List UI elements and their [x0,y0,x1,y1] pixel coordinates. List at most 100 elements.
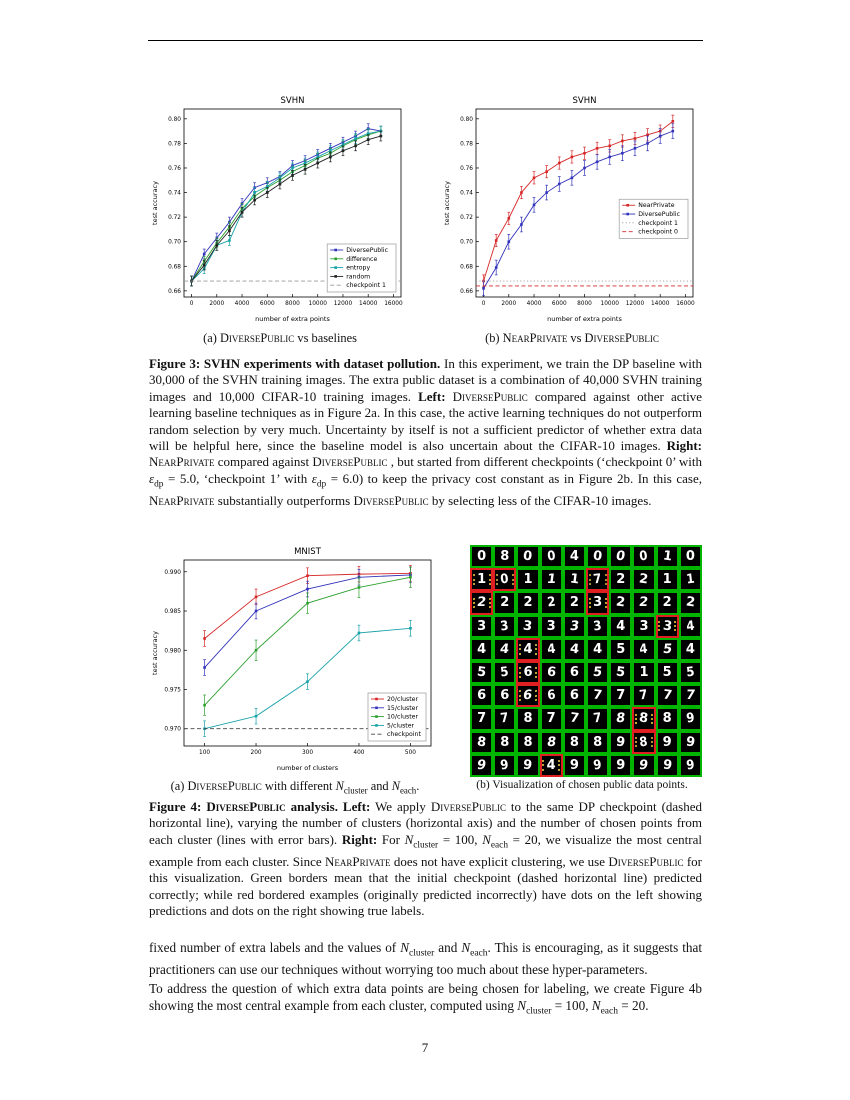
svg-text:8000: 8000 [577,301,592,307]
svg-text:0: 0 [190,301,194,307]
figure4: MNIST 100 200 300 400 500 0.970 0.975 0.980 0.985… [150,543,702,777]
digit-cell: 7 [678,684,702,708]
digit-cell: 3 [632,614,656,638]
digit-cell: 9 [655,753,679,777]
svg-text:8000: 8000 [285,301,300,307]
svg-text:0.80: 0.80 [460,117,473,123]
digit-cell: 4 [586,637,610,661]
digit-cell: 6 [470,684,494,708]
svg-text:0.78: 0.78 [460,141,473,147]
digit-cell: 6 [539,684,563,708]
svg-text:checkpoint 1: checkpoint 1 [638,220,678,227]
svg-text:16000: 16000 [676,301,695,307]
svg-text:0.975: 0.975 [164,687,181,693]
digit-cell: 6 [516,684,540,708]
digit-cell: 0 [493,568,517,592]
figure3-caption: Figure 3: SVHN experiments with dataset … [149,356,702,508]
digit-cell: 9 [586,753,610,777]
figure3-subcaptions: (a) DiversePublic vs baselines (b) NearP… [150,331,702,346]
figure3: SVHN 0 2000 4000 6000 8000 10000 12000 14000 1600… [150,92,702,326]
svg-text:0.980: 0.980 [164,648,181,654]
svg-text:entropy: entropy [346,265,370,272]
digit-cell: 5 [655,660,679,685]
svg-text:0.76: 0.76 [168,166,181,172]
figure3a-subcaption: (a) DiversePublic vs baselines [203,331,357,345]
svg-text:6000: 6000 [260,301,275,307]
digit-cell: 7 [586,568,610,592]
svg-text:number of extra points: number of extra points [255,315,330,323]
body-paragraph-1: fixed number of extra labels and the val… [149,940,702,978]
svg-text:0.985: 0.985 [164,609,181,615]
svg-text:300: 300 [302,750,313,756]
digit-cell: 4 [539,637,563,661]
digit-cell: 6 [562,660,586,685]
svg-text:0.990: 0.990 [164,570,181,576]
header-rule [148,40,703,42]
digit-cell: 5 [655,637,679,661]
digit-cell: 8 [562,730,586,754]
digit-cell: 5 [586,660,610,685]
svg-text:MNIST: MNIST [294,547,322,557]
svg-text:test accuracy: test accuracy [151,181,159,225]
digit-cell: 6 [516,660,540,685]
digit-cell: 2 [632,591,656,615]
digit-cell: 3 [539,614,563,638]
digit-cell: 9 [655,730,679,754]
digit-cell: 6 [562,684,586,708]
figure3a-chart-svhn-baselines: SVHN 0 2000 4000 6000 8000 10000 12000 14000 1600… [150,92,410,326]
digit-cell: 3 [586,614,610,638]
digit-cell: 1 [470,568,494,592]
digit-cell: 9 [493,753,517,777]
digit-cell: 6 [539,660,563,685]
digit-cell: 0 [678,545,702,569]
digit-cell: 0 [539,545,563,569]
svg-text:16000: 16000 [384,301,403,307]
svg-text:difference: difference [346,256,377,263]
digit-cell: 5 [609,660,633,685]
digit-cell: 9 [678,730,702,754]
digit-cell: 4 [562,545,586,569]
svg-text:0.66: 0.66 [168,289,181,295]
digit-cell: 4 [493,637,517,661]
digit-cell: 1 [562,568,586,592]
digit-cell: 3 [586,591,610,615]
digit-cell: 7 [632,684,656,708]
svg-text:4000: 4000 [527,301,542,307]
digit-cell: 3 [655,614,679,638]
digit-cell: 1 [678,568,702,592]
digit-cell: 0 [632,545,656,569]
svg-text:0.68: 0.68 [168,264,181,270]
digit-cell: 9 [470,753,494,777]
svg-text:test accuracy: test accuracy [443,181,451,225]
digit-cell: 4 [562,637,586,661]
svg-text:20/cluster: 20/cluster [387,696,418,703]
svg-text:10/cluster: 10/cluster [387,714,418,721]
svg-text:100: 100 [199,750,210,756]
chart-svg: SVHN 0 2000 4000 6000 8000 10000 12000 14000 1600… [151,96,403,323]
digit-cell: 7 [586,684,610,708]
svg-text:12000: 12000 [626,301,645,307]
digit-cell: 4 [678,637,702,661]
figure4a-subcaption: (a) DiversePublic with different Ncluste… [170,779,420,796]
digit-cell: 7 [609,684,633,708]
svg-text:14000: 14000 [359,301,378,307]
svg-text:0.76: 0.76 [460,166,473,172]
figure3b-subcaption: (b) NearPrivate vs DiversePublic [485,331,659,345]
svg-text:0.74: 0.74 [168,191,181,197]
figure4-subcaptions: (a) DiversePublic with different Ncluste… [150,779,702,795]
svg-text:test accuracy: test accuracy [151,631,159,675]
svg-text:number of extra points: number of extra points [547,315,622,323]
svg-text:0.68: 0.68 [460,264,473,270]
digit-cell: 3 [562,614,586,638]
digit-cell: 8 [632,707,656,731]
digit-cell: 2 [470,591,494,615]
digit-cell: 2 [539,591,563,615]
digit-cell: 4 [609,614,633,638]
svg-text:random: random [346,273,370,280]
svg-text:checkpoint 1: checkpoint 1 [346,282,386,289]
svg-text:0.78: 0.78 [168,141,181,147]
digit-cell: 8 [493,545,517,569]
digit-cell: 4 [470,637,494,661]
digit-cell: 1 [632,660,656,685]
